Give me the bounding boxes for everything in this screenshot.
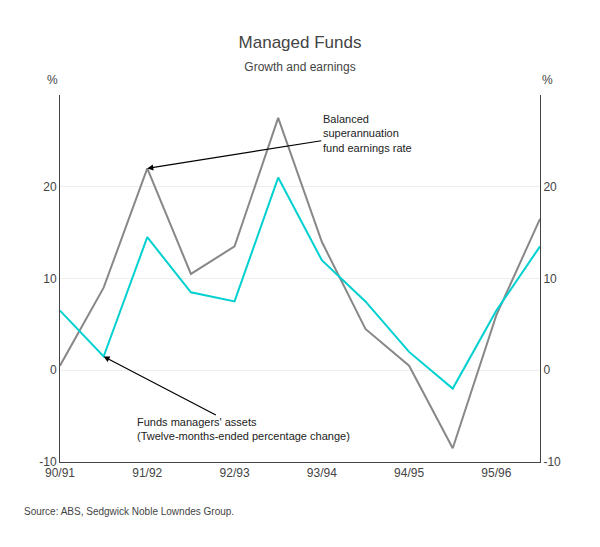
svg-text:90/91: 90/91 [45,466,75,480]
svg-text:%: % [542,73,553,87]
svg-text:%: % [47,73,58,87]
svg-text:Managed Funds: Managed Funds [239,33,362,52]
svg-text:0: 0 [543,363,550,377]
svg-text:94/95: 94/95 [394,466,424,480]
svg-text:91/92: 91/92 [132,466,162,480]
svg-text:10: 10 [43,272,57,286]
svg-text:20: 20 [43,180,57,194]
svg-text:Balancedsuperannuationfund ear: Balancedsuperannuationfund earnings rate [323,113,412,154]
svg-text:20: 20 [543,180,557,194]
svg-text:Funds managers' assets(Twelve-: Funds managers' assets(Twelve-months-end… [137,416,350,442]
svg-text:93/94: 93/94 [307,466,337,480]
svg-text:-10: -10 [543,455,561,469]
svg-text:0: 0 [50,363,57,377]
svg-text:Source: ABS, Sedgwick Noble Lo: Source: ABS, Sedgwick Noble Lowndes Grou… [24,506,234,517]
svg-text:10: 10 [543,272,557,286]
svg-text:92/93: 92/93 [220,466,250,480]
svg-text:-10: -10 [39,455,57,469]
svg-text:95/96: 95/96 [481,466,511,480]
svg-text:Growth and earnings: Growth and earnings [244,60,355,74]
